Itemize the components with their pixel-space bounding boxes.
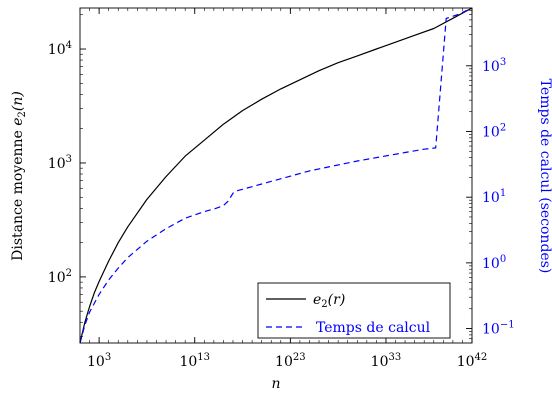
series-line-e2	[79, 7, 473, 344]
y-right-tick-label: 10−1	[482, 320, 515, 338]
plot-frame	[79, 7, 473, 344]
y-right-tick-label: 102	[482, 122, 506, 140]
legend-label-temps: Temps de calcul	[316, 320, 431, 336]
y-right-tick-label: 100	[482, 254, 506, 272]
svg-text:Distance moyenne e2(n): Distance moyenne e2(n)	[10, 91, 28, 261]
y-right-tick-label: 103	[482, 57, 506, 75]
series-layer	[79, 7, 473, 344]
y-left-tick-label: 103	[48, 154, 72, 172]
x-tick-label: 1023	[275, 352, 306, 370]
legend: e2(r) Temps de calcul	[257, 282, 451, 339]
series-line-temps-de-calcul	[79, 7, 473, 344]
y-left-title-arg: (n)	[10, 91, 26, 111]
x-tick-label: 1013	[179, 352, 210, 370]
legend-label-e2: e2(r)	[313, 292, 345, 310]
y-left-tick-label: 104	[48, 40, 72, 58]
x-axis-title: n	[271, 376, 280, 392]
y-left-title-sub: 2	[17, 111, 28, 117]
y-left-tick-label: 102	[48, 268, 72, 286]
grid-and-ticks	[79, 8, 473, 343]
y-left-title-sym: e	[10, 117, 26, 125]
x-tick-label: 1042	[457, 352, 488, 370]
tick-labels: 103 1013 1023 1033 1042 102 103 104 10−1 100 101 10…	[48, 40, 515, 370]
y-right-axis-title: Temps de calcul (secondes)	[537, 79, 552, 274]
y-right-tick-label: 101	[482, 188, 506, 206]
y-left-title-main: Distance moyenne	[10, 126, 26, 261]
x-tick-label: 103	[87, 352, 111, 370]
x-tick-label: 1033	[371, 352, 402, 370]
legend-box	[257, 282, 451, 339]
y-left-axis-title: Distance moyenne e2(n)	[10, 91, 28, 261]
svg-text:Temps de calcul (secondes): Temps de calcul (secondes)	[537, 79, 552, 274]
